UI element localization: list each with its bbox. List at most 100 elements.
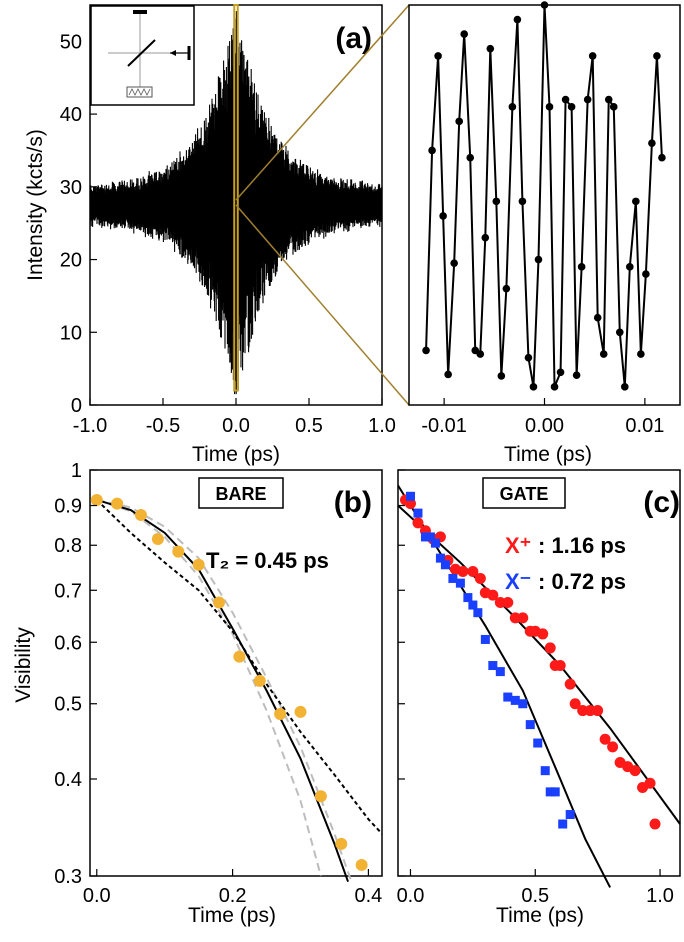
zoom-data-point (588, 52, 597, 60)
zoom-connector-bottom (235, 204, 410, 406)
bare-data-point (134, 509, 147, 522)
legend-xplus-symbol: X⁺ (505, 533, 531, 558)
xminus-data-point (540, 766, 550, 776)
xplus-data-point (569, 698, 581, 710)
zoom-data-point (577, 263, 586, 271)
fit-dashed-upper (96, 498, 353, 883)
xminus-data-point (473, 608, 483, 618)
panel-a-ytick-label: 40 (60, 104, 82, 126)
panel-b-label: (b) (334, 486, 372, 519)
panel-b-ytick-label: 0.6 (54, 632, 82, 654)
fit-xplus (397, 504, 681, 825)
inset-interferometer-icon (90, 5, 195, 106)
xplus-data-point (467, 566, 479, 578)
panel-a-xtick-label: 0.0 (222, 415, 250, 437)
panel-a-ytick-label: 50 (60, 31, 82, 53)
bare-data-point (213, 596, 226, 609)
zoom-data-point (658, 153, 666, 162)
panel-zoom-xtick-label: 0.00 (525, 415, 564, 437)
panel-b-ytick-label: 0.7 (54, 580, 82, 602)
zoom-data-point (497, 372, 506, 380)
panel-c-plot (397, 484, 681, 888)
panel-b-ytick-label: 0.3 (54, 866, 82, 888)
xplus-data-point (487, 589, 499, 601)
panel-b-xlabel: Time (ps) (188, 904, 276, 927)
zoom-data-point (422, 346, 430, 355)
panel-c-xtick-label: 1.0 (646, 885, 674, 907)
zoom-data-point (653, 52, 661, 60)
xminus-data-point (405, 491, 415, 501)
panel-b: 0.0 0.2 0.4 1 0.9 0.8 0.7 0.6 0.5 0.4 0.3 BARE (b)… (12, 460, 383, 927)
xminus-data-point (565, 810, 575, 820)
xplus-data-point (544, 642, 556, 654)
xplus-data-point (554, 660, 566, 672)
zoom-data-point (556, 368, 565, 377)
xminus-data-point (435, 553, 445, 563)
panel-a-ytick-label: 0 (71, 395, 82, 417)
bare-label: BARE (215, 484, 266, 504)
xminus-data-point (533, 738, 543, 748)
zoom-data-point (434, 52, 442, 60)
panel-c-label: (c) (643, 486, 680, 519)
xplus-data-point (474, 572, 486, 584)
zoom-data-point (545, 103, 554, 111)
panel-b-ytick-label: 0.9 (54, 496, 82, 518)
zoom-data-point (450, 259, 458, 267)
panel-a-label: (a) (335, 22, 372, 55)
bare-data-point (335, 837, 348, 850)
panel-b-ytick-label: 1 (71, 460, 82, 482)
panel-a-ytick-label: 10 (60, 322, 82, 344)
xminus-data-point (430, 538, 440, 548)
xminus-data-point (518, 699, 528, 709)
panel-a: -1.0 -0.5 0.0 0.5 1.0 0 10 20 30 40 50 (a) Intensi… (24, 4, 396, 466)
xplus-data-point (404, 498, 416, 510)
zoom-data-point (428, 146, 436, 155)
bare-data-point (90, 493, 103, 506)
panel-a-ylabel: Intensity (kcts/s) (24, 129, 47, 281)
xminus-data-point (550, 787, 560, 797)
panel-a-interferogram (89, 11, 383, 395)
xminus-data-point (545, 787, 555, 797)
xminus-data-point (510, 695, 520, 705)
zoom-data-point (583, 95, 592, 104)
legend-xminus-symbol: X⁻ (505, 569, 531, 594)
panel-a-ytick-label: 20 (60, 250, 82, 272)
panel-c-xtick-label: 0.5 (521, 885, 549, 907)
zoom-data-point (626, 263, 634, 271)
zoom-data-point (486, 44, 495, 53)
bare-data-point (253, 674, 266, 687)
gate-label: GATE (500, 484, 549, 504)
xminus-data-point (558, 819, 568, 829)
panel-a-ytick-label: 30 (60, 177, 82, 199)
bare-data-point (151, 532, 164, 545)
panel-c-xtick-label: 0.0 (397, 885, 425, 907)
zoom-data-point (492, 197, 501, 206)
xminus-data-point (525, 720, 535, 730)
bare-data-point (274, 708, 287, 721)
bare-label-box (198, 477, 284, 509)
zoom-data-point (481, 233, 490, 242)
zoom-data-point (637, 350, 645, 358)
panel-b-frame (89, 469, 383, 877)
bare-data-point (314, 790, 327, 803)
panel-a-xtick-label: -0.5 (146, 415, 180, 437)
zoom-data-point (648, 139, 656, 147)
bare-data-point (294, 705, 307, 718)
interferogram-trace (89, 11, 383, 395)
zoom-data-point (609, 103, 618, 111)
xplus-data-point (644, 777, 656, 789)
xplus-data-point (537, 628, 549, 640)
zoom-data-point (632, 197, 640, 206)
zoom-data-point (524, 353, 533, 362)
xminus-data-point (425, 532, 435, 542)
xplus-data-point (629, 765, 641, 777)
bare-data-point (355, 858, 368, 871)
xplus-data-point (607, 741, 619, 753)
bare-data-point (172, 545, 185, 558)
xminus-data-point (413, 508, 423, 518)
legend-xplus-value: : 1.16 ps (538, 533, 626, 558)
zoom-data-point (439, 212, 447, 220)
xminus-data-point (448, 573, 458, 583)
panel-c-xlabel: Time (ps) (496, 904, 584, 927)
bare-data-point (111, 497, 124, 510)
